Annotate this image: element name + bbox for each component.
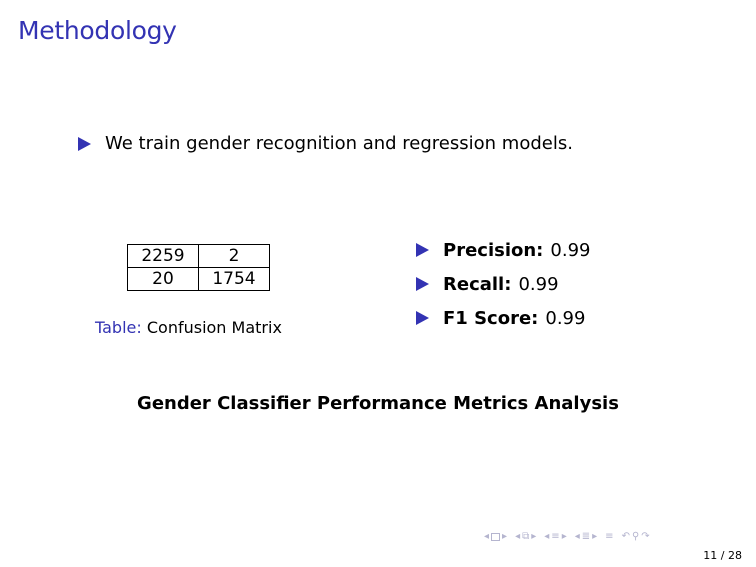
intro-bullet-text: We train gender recognition and regressi…: [105, 133, 573, 154]
intro-bullet: We train gender recognition and regressi…: [78, 133, 573, 154]
bullet-triangle-icon: [416, 243, 429, 257]
page-number: 11 / 28: [703, 549, 742, 562]
metric-value: 0.99: [545, 307, 586, 329]
metric-precision: Precision: 0.99: [416, 233, 590, 267]
table-row: 20 1754: [127, 267, 270, 291]
nav-right-arrow-icon[interactable]: ▸: [592, 531, 598, 542]
bullet-triangle-icon: [416, 311, 429, 325]
nav-right-arrow-icon[interactable]: ▸: [502, 531, 508, 542]
table-cell: 1754: [198, 267, 270, 291]
slide-title: Methodology: [18, 16, 177, 45]
metric-recall: Recall: 0.99: [416, 267, 590, 301]
nav-search-icon[interactable]: ⚲: [631, 531, 640, 542]
caption-label: Table:: [95, 318, 142, 337]
nav-right-arrow-icon[interactable]: ▸: [561, 531, 567, 542]
metric-value: 0.99: [550, 239, 591, 261]
nav-left-arrow-icon[interactable]: ◂: [574, 531, 580, 542]
nav-frame-group[interactable]: ◂ ▸: [484, 531, 507, 542]
bullet-triangle-icon: [78, 136, 91, 151]
nav-part-icon[interactable]: ≣: [581, 531, 591, 542]
table-cell: 2259: [127, 244, 199, 268]
nav-back-icon[interactable]: ↶: [621, 531, 630, 542]
nav-forward-icon[interactable]: ↷: [641, 531, 650, 542]
nav-subsection-group[interactable]: ◂ ⧉ ▸: [515, 531, 536, 542]
metric-name: Precision:: [443, 239, 544, 261]
summary-heading: Gender Classifier Performance Metrics An…: [137, 393, 619, 414]
table-cell: 20: [127, 267, 199, 291]
nav-part-group[interactable]: ◂ ≣ ▸: [575, 531, 597, 542]
nav-right-arrow-icon[interactable]: ▸: [531, 531, 537, 542]
metric-name: Recall:: [443, 273, 512, 295]
nav-left-arrow-icon[interactable]: ◂: [484, 531, 490, 542]
table-caption: Table: Confusion Matrix: [95, 318, 282, 337]
beamer-nav-bar: ◂ ▸ ◂ ⧉ ▸ ◂ ≡ ▸ ◂ ≣ ▸ ≡ ↶ ⚲ ↷: [484, 531, 656, 542]
nav-left-arrow-icon[interactable]: ◂: [544, 531, 550, 542]
metric-f1: F1 Score: 0.99: [416, 301, 590, 335]
nav-left-arrow-icon[interactable]: ◂: [515, 531, 521, 542]
metric-name: F1 Score:: [443, 307, 539, 329]
nav-section-icon[interactable]: ≡: [551, 531, 560, 542]
nav-search-group[interactable]: ↶ ⚲ ↷: [622, 531, 650, 542]
metrics-list: Precision: 0.99 Recall: 0.99 F1 Score: 0…: [416, 233, 590, 335]
nav-frame-icon[interactable]: [491, 532, 501, 541]
table-row: 2259 2: [127, 244, 270, 268]
nav-doc-group[interactable]: ≡: [605, 531, 613, 542]
caption-text: Confusion Matrix: [146, 318, 282, 337]
nav-align-icon[interactable]: ≡: [605, 531, 614, 542]
confusion-matrix-table: 2259 2 20 1754: [127, 244, 270, 291]
table-cell: 2: [198, 244, 270, 268]
bullet-triangle-icon: [416, 277, 429, 291]
nav-subsection-icon[interactable]: ⧉: [522, 531, 530, 542]
nav-section-group[interactable]: ◂ ≡ ▸: [544, 531, 566, 542]
metric-value: 0.99: [518, 273, 559, 295]
